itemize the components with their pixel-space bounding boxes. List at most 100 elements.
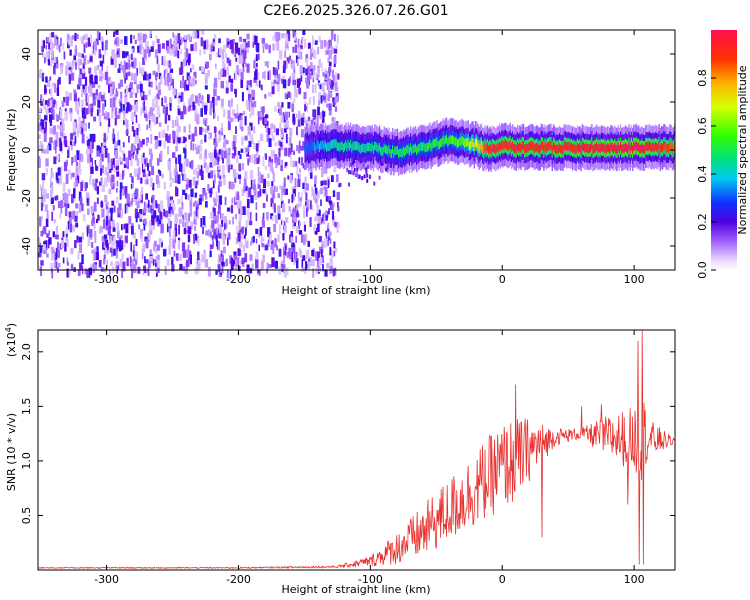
heatmap-cell [266, 133, 270, 142]
heatmap-cell [251, 263, 254, 270]
heatmap-cell [182, 58, 187, 66]
heatmap-cell [215, 231, 218, 241]
heatmap-cell [99, 60, 103, 67]
heatmap-cell [305, 261, 308, 270]
heatmap-cell [39, 245, 43, 253]
heatmap-cell [168, 84, 172, 91]
heatmap-cell [576, 142, 579, 152]
heatmap-cell [245, 227, 247, 236]
heatmap-cell [39, 141, 43, 147]
heatmap-cell [226, 269, 229, 279]
heatmap-cell [276, 245, 278, 251]
heatmap-cell [155, 246, 158, 254]
heatmap-cell [149, 220, 153, 229]
heatmap-cell [126, 102, 130, 111]
heatmap-cell [297, 119, 301, 127]
heatmap-cell [262, 212, 265, 219]
heatmap-cell [195, 30, 200, 39]
heatmap-cell [197, 164, 201, 170]
heatmap-cell [293, 32, 296, 41]
heatmap-cell [245, 147, 249, 152]
heatmap-cell [563, 141, 565, 151]
heatmap-cell [183, 157, 186, 167]
heatmap-cell [130, 152, 134, 159]
heatmap-cell [42, 244, 46, 251]
heatmap-cell [271, 257, 275, 268]
heatmap-cell [234, 177, 237, 183]
heatmap-cell [140, 90, 144, 97]
heatmap-cell [128, 84, 132, 92]
heatmap-cell [338, 142, 340, 152]
heatmap-cell [133, 168, 137, 177]
heatmap-cell [212, 208, 216, 218]
heatmap-cell [586, 144, 588, 153]
heatmap-cell [658, 141, 660, 150]
heatmap-cell [149, 107, 154, 116]
heatmap-cell [283, 177, 286, 186]
heatmap-cell [657, 143, 659, 153]
heatmap-cell [207, 172, 211, 178]
heatmap-cell [199, 194, 203, 201]
heatmap-cell [544, 142, 546, 151]
heatmap-cell [448, 136, 450, 146]
heatmap-cell [152, 182, 155, 191]
heatmap-cell [272, 35, 275, 41]
heatmap-cell [106, 79, 109, 85]
heatmap-cell [150, 153, 153, 160]
heatmap-cell [333, 56, 337, 64]
heatmap-cell [136, 127, 139, 137]
heatmap-cell [281, 78, 284, 84]
heatmap-cell [75, 203, 79, 209]
heatmap-cell [221, 122, 223, 132]
heatmap-cell [194, 126, 198, 137]
heatmap-cell [71, 35, 75, 40]
heatmap-cell [344, 142, 346, 152]
heatmap-cell [604, 144, 606, 154]
heatmap-cell [296, 203, 299, 211]
heatmap-cell [91, 81, 96, 88]
heatmap-cell [151, 210, 154, 217]
heatmap-cell [291, 208, 294, 214]
heatmap-cell [90, 74, 94, 85]
heatmap-cell [77, 52, 82, 58]
heatmap-cell [68, 269, 71, 278]
heatmap-cell [67, 238, 69, 248]
heatmap-cell [249, 170, 254, 180]
heatmap-cell [72, 121, 76, 132]
snr-y-ticks: 0.51.01.52.0 [20, 343, 675, 524]
heatmap-cell [261, 243, 265, 248]
heatmap-cell [271, 181, 274, 187]
heatmap-cell [148, 111, 152, 120]
heatmap-cell [292, 216, 294, 224]
heatmap-cell [597, 144, 599, 153]
heatmap-cell [294, 88, 298, 98]
heatmap-cell [165, 106, 168, 116]
heatmap-cell [111, 81, 115, 90]
heatmap-cell [287, 78, 290, 85]
heatmap-cell [399, 148, 401, 158]
heatmap-cell [288, 199, 290, 204]
heatmap-cell [230, 164, 233, 170]
heatmap-cell [255, 187, 257, 198]
heatmap-cell [166, 46, 170, 54]
heatmap-cell [325, 230, 328, 237]
heatmap-cell [594, 143, 597, 153]
heatmap-cell [213, 228, 216, 239]
heatmap-cell [200, 30, 205, 35]
heatmap-cell [96, 246, 99, 255]
heatmap-cell [208, 133, 211, 141]
heatmap-cell [292, 258, 296, 265]
heatmap-cell [93, 230, 97, 238]
heatmap-cell [161, 130, 165, 138]
heatmap-cell [213, 159, 217, 166]
heatmap-cell [205, 164, 209, 174]
heatmap-cell [183, 126, 186, 133]
heatmap-cell [81, 53, 84, 58]
heatmap-cell [125, 205, 129, 214]
heatmap-cell [133, 104, 137, 115]
heatmap-cell [318, 35, 321, 43]
colorbar: 0.00.20.40.60.8 Normalized spectral ampl… [696, 30, 749, 279]
heatmap-cell [192, 31, 196, 39]
heatmap-cell [362, 143, 364, 152]
heatmap-cell [271, 198, 274, 204]
